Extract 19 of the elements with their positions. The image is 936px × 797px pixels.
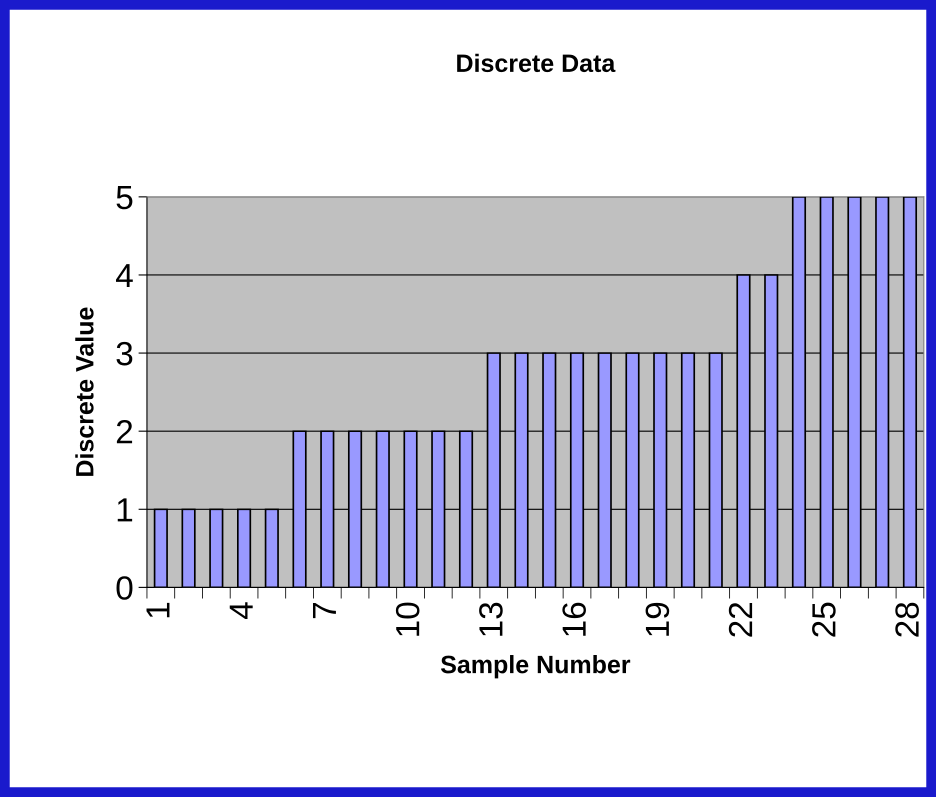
y-tick-label: 4 [116, 264, 133, 288]
x-axis-title: Sample Number [440, 655, 630, 678]
y-tick-label: 2 [116, 420, 132, 444]
x-tick-label: 13 [479, 602, 503, 636]
x-tick-label: 25 [812, 602, 836, 637]
x-tick-label: 22 [728, 602, 752, 637]
y-axis-title: Discrete Value [75, 308, 94, 476]
y-tick-label: 1 [118, 498, 132, 522]
x-tick-label: 4 [230, 602, 253, 620]
y-tick-label: 5 [116, 186, 132, 210]
x-tick-label: 1 [146, 602, 170, 618]
y-tick-label: 3 [116, 342, 132, 366]
x-tick-label: 19 [646, 602, 670, 636]
y-tick-label: 0 [116, 576, 132, 600]
x-tick-label: 16 [562, 602, 586, 636]
x-tick-label: 7 [312, 602, 336, 618]
x-tick-label: 28 [895, 602, 919, 637]
x-tick-label: 10 [396, 602, 420, 636]
chart-title: Discrete Data [457, 54, 616, 72]
